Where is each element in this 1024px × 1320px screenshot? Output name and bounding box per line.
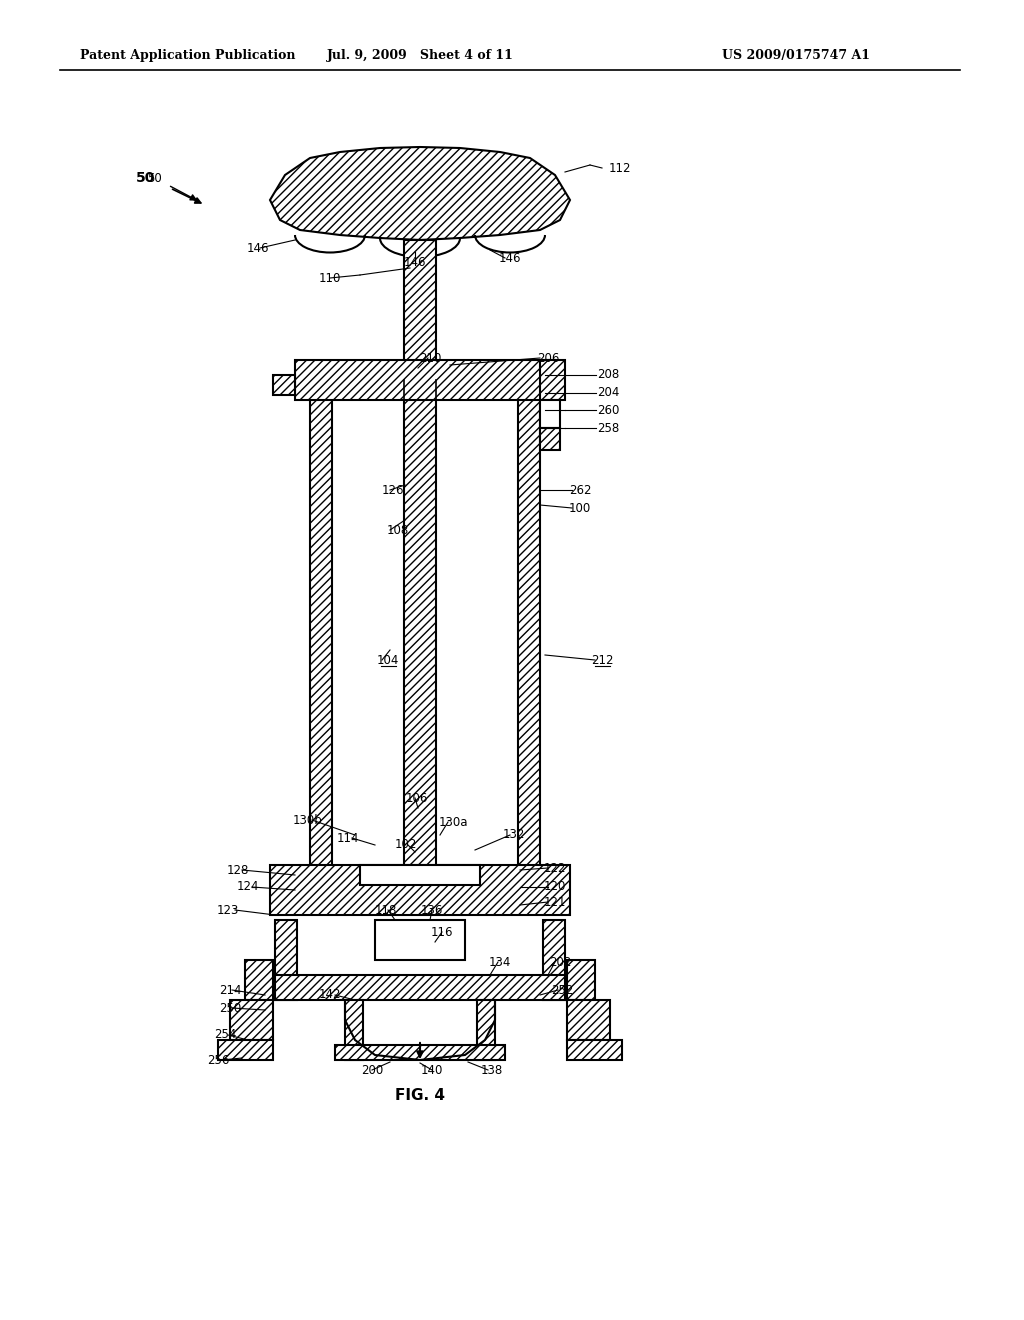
Bar: [567, 1040, 622, 1060]
Bar: [230, 1001, 273, 1040]
Text: 210: 210: [419, 351, 441, 364]
Text: 134: 134: [488, 956, 511, 969]
Text: 138: 138: [481, 1064, 503, 1077]
Bar: [270, 865, 570, 915]
Text: 124: 124: [237, 880, 259, 894]
Bar: [275, 975, 565, 1001]
Bar: [295, 360, 555, 400]
Text: 140: 140: [421, 1064, 443, 1077]
Bar: [275, 920, 297, 1001]
Text: 130a: 130a: [438, 816, 468, 829]
Bar: [477, 1001, 495, 1060]
Text: 106: 106: [406, 792, 428, 804]
Bar: [540, 400, 560, 428]
Text: 50: 50: [135, 172, 155, 185]
Bar: [567, 1001, 610, 1040]
Bar: [375, 920, 465, 960]
Bar: [273, 375, 295, 395]
Text: 252: 252: [551, 983, 573, 997]
Text: Patent Application Publication: Patent Application Publication: [80, 49, 296, 62]
Bar: [567, 960, 595, 1001]
Text: 128: 128: [226, 863, 249, 876]
Text: 122: 122: [544, 862, 566, 874]
Text: 123: 123: [217, 903, 240, 916]
Bar: [360, 865, 480, 884]
Text: 132: 132: [503, 829, 525, 842]
Text: 126: 126: [382, 483, 404, 496]
Text: 104: 104: [377, 653, 399, 667]
Bar: [335, 1045, 505, 1060]
Text: 102: 102: [395, 838, 417, 851]
Text: Jul. 9, 2009   Sheet 4 of 11: Jul. 9, 2009 Sheet 4 of 11: [327, 49, 513, 62]
Text: 110: 110: [318, 272, 341, 285]
Text: 114: 114: [337, 832, 359, 845]
Text: 146: 146: [499, 252, 521, 264]
Bar: [345, 1001, 362, 1060]
Text: 100: 100: [569, 502, 591, 515]
Text: 262: 262: [568, 483, 591, 496]
Bar: [245, 960, 273, 1001]
Text: 258: 258: [597, 421, 620, 434]
Text: 146: 146: [403, 256, 426, 268]
Text: US 2009/0175747 A1: US 2009/0175747 A1: [722, 49, 870, 62]
Bar: [310, 380, 332, 880]
Text: 50: 50: [147, 172, 163, 185]
Bar: [218, 1040, 273, 1060]
Text: 202: 202: [549, 956, 571, 969]
Bar: [518, 380, 540, 880]
Bar: [543, 920, 565, 1001]
Bar: [404, 240, 436, 870]
Text: 208: 208: [597, 368, 620, 381]
Text: 118: 118: [375, 903, 397, 916]
Bar: [540, 360, 565, 400]
Text: 214: 214: [219, 983, 242, 997]
Polygon shape: [270, 147, 570, 240]
Text: FIG. 4: FIG. 4: [395, 1088, 445, 1102]
Text: 212: 212: [591, 653, 613, 667]
Text: 200: 200: [360, 1064, 383, 1077]
Text: 254: 254: [214, 1028, 237, 1041]
Text: 112: 112: [608, 161, 631, 174]
Text: 204: 204: [597, 387, 620, 400]
Text: 250: 250: [219, 1002, 241, 1015]
Text: 108: 108: [387, 524, 410, 536]
Text: 256: 256: [207, 1053, 229, 1067]
Text: 120: 120: [544, 880, 566, 894]
Bar: [540, 428, 560, 450]
Text: 130b: 130b: [293, 813, 323, 826]
Text: 146: 146: [247, 242, 269, 255]
Text: 206: 206: [537, 351, 559, 364]
Text: 260: 260: [597, 404, 620, 417]
Text: 116: 116: [431, 925, 454, 939]
Text: 136: 136: [421, 903, 443, 916]
Text: 142: 142: [318, 989, 341, 1002]
Text: 121: 121: [544, 895, 566, 908]
